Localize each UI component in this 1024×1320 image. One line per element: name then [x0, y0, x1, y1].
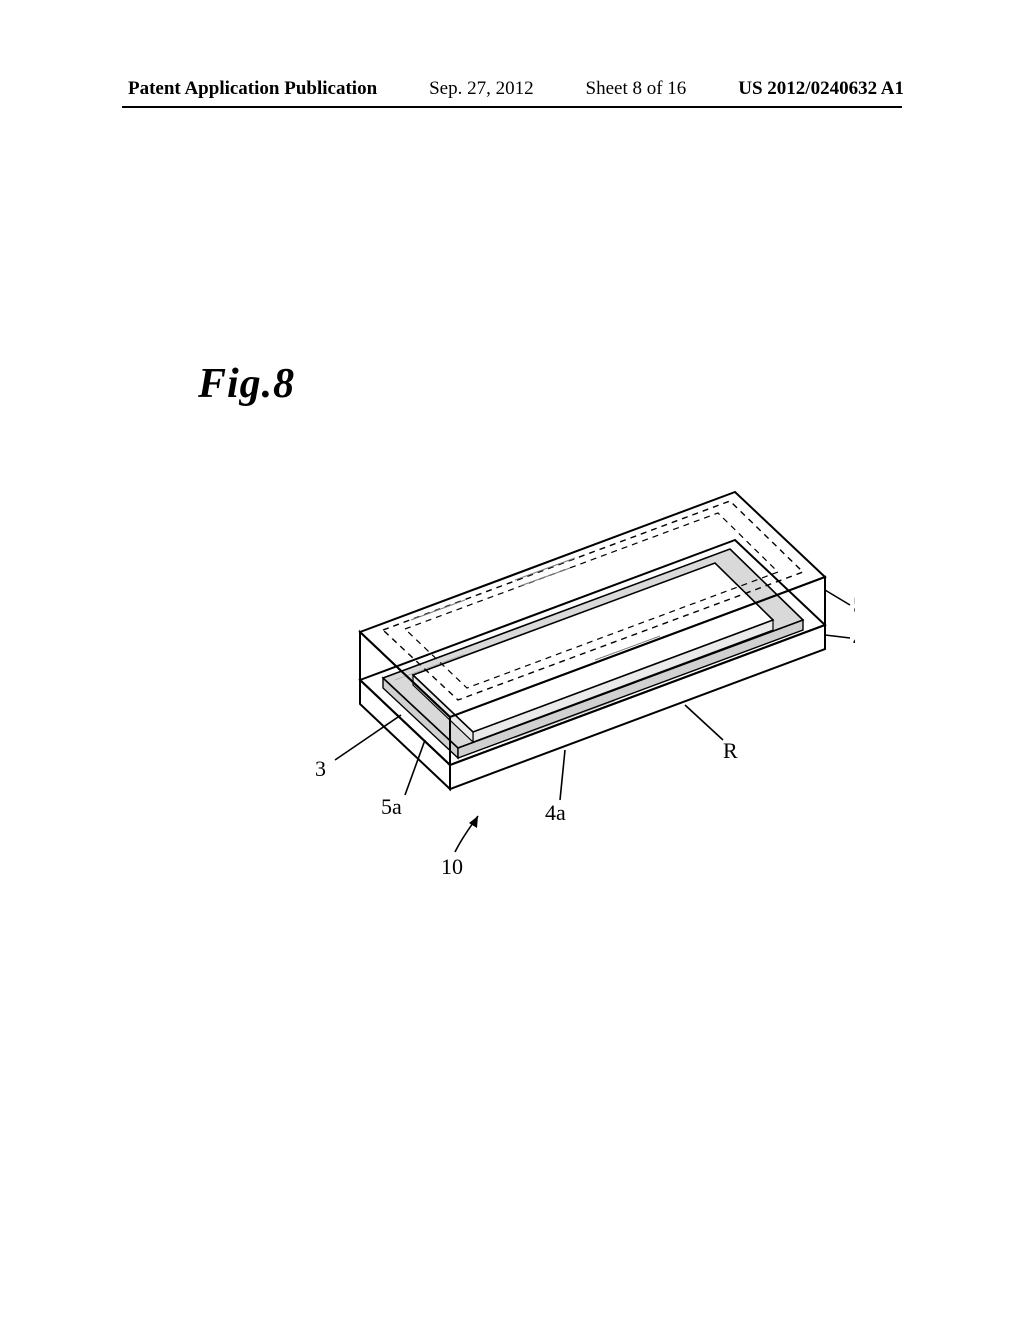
header-rule: [122, 106, 902, 108]
callout-5a: 5a: [381, 794, 402, 819]
callout-10: 10: [441, 854, 463, 879]
callout-r: R: [723, 738, 738, 763]
patent-figure: 5 4 R 3 5a 4a 10: [215, 480, 855, 920]
callout-4a: 4a: [545, 800, 566, 825]
publication-date: Sep. 27, 2012: [429, 78, 534, 100]
callout-4: 4: [853, 626, 855, 651]
figure-label: Fig.8: [198, 360, 295, 408]
callout-3: 3: [315, 756, 326, 781]
sheet-number: Sheet 8 of 16: [586, 78, 687, 100]
page-header: Patent Application Publication Sep. 27, …: [0, 78, 1024, 100]
page: Patent Application Publication Sep. 27, …: [0, 0, 1024, 1320]
publication-type: Patent Application Publication: [128, 78, 377, 100]
callout-5: 5: [853, 592, 855, 617]
publication-number: US 2012/0240632 A1: [738, 78, 904, 100]
